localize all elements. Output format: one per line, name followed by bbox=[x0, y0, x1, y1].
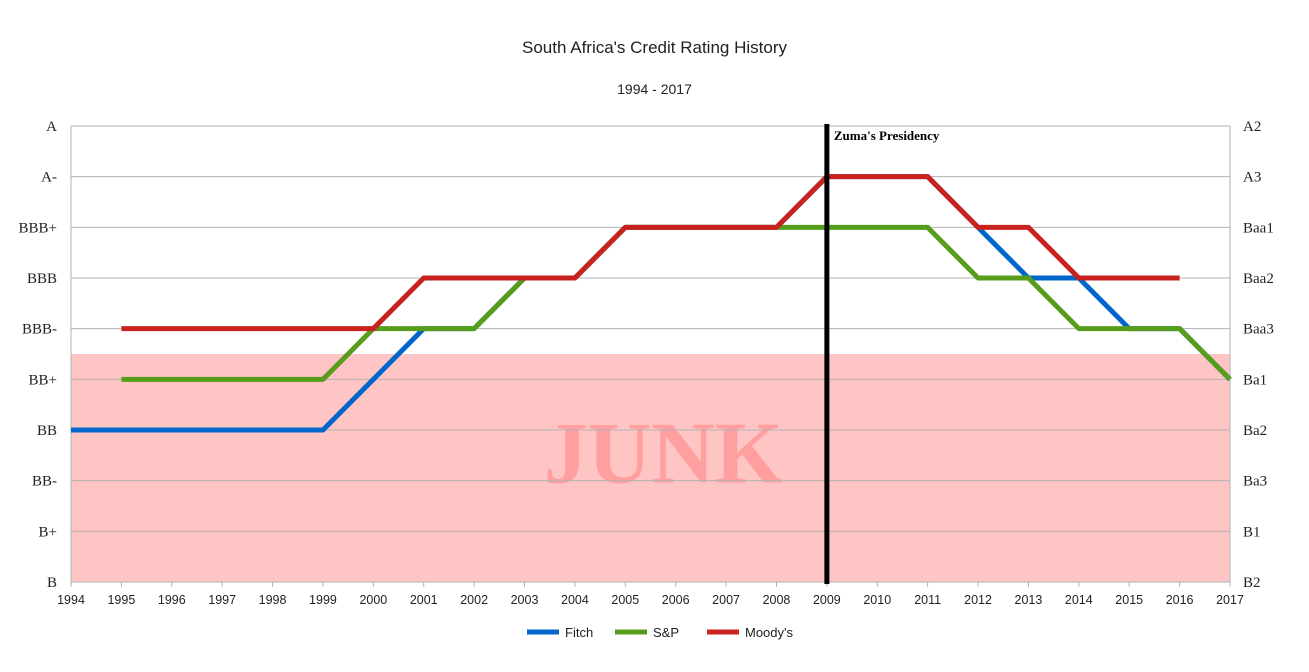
x-tick-label: 2013 bbox=[1015, 593, 1043, 607]
y-right-tick-label: Baa2 bbox=[1243, 271, 1274, 287]
y-right-tick-label: Ba1 bbox=[1243, 372, 1267, 388]
y-right-tick-label: Baa3 bbox=[1243, 322, 1274, 338]
y-right-tick-label: B2 bbox=[1243, 575, 1261, 591]
x-tick-label: 2008 bbox=[763, 593, 791, 607]
y-left-tick-label: A- bbox=[41, 170, 57, 186]
x-tick-label: 2011 bbox=[914, 593, 941, 607]
y-right-tick-label: B1 bbox=[1243, 524, 1261, 540]
x-tick-label: 2000 bbox=[359, 593, 387, 607]
x-tick-label: 2010 bbox=[863, 593, 891, 607]
x-tick-label: 1996 bbox=[158, 593, 186, 607]
annotation-label: Zuma's Presidency bbox=[834, 128, 940, 143]
x-tick-label: 2014 bbox=[1065, 593, 1093, 607]
y-right-tick-label: A2 bbox=[1243, 119, 1261, 135]
x-tick-label: 2016 bbox=[1166, 593, 1194, 607]
y-left-tick-label: B+ bbox=[39, 524, 57, 540]
y-left-tick-label: BBB+ bbox=[19, 220, 57, 236]
y-left-tick-label: BBB- bbox=[22, 322, 57, 338]
y-right-tick-label: Ba3 bbox=[1243, 474, 1267, 490]
junk-label: JUNK bbox=[544, 406, 784, 503]
x-tick-label: 1994 bbox=[57, 593, 85, 607]
x-tick-label: 1999 bbox=[309, 593, 337, 607]
y-left-tick-label: B bbox=[47, 575, 57, 591]
y-left-tick-label: BB- bbox=[32, 474, 57, 490]
x-tick-label: 1997 bbox=[208, 593, 236, 607]
x-tick-label: 2009 bbox=[813, 593, 841, 607]
x-tick-label: 2003 bbox=[511, 593, 539, 607]
x-tick-label: 2001 bbox=[410, 593, 438, 607]
y-left-tick-label: BBB bbox=[27, 271, 57, 287]
x-tick-label: 2005 bbox=[611, 593, 639, 607]
x-tick-label: 2007 bbox=[712, 593, 740, 607]
y-right-tick-label: Ba2 bbox=[1243, 423, 1267, 439]
x-tick-label: 2012 bbox=[964, 593, 992, 607]
legend-label: Moody's bbox=[745, 625, 794, 640]
x-tick-label: 2006 bbox=[662, 593, 690, 607]
series-line-moodys bbox=[121, 177, 1179, 329]
x-tick-label: 2017 bbox=[1216, 593, 1244, 607]
legend-label: Fitch bbox=[565, 625, 593, 640]
x-tick-label: 2004 bbox=[561, 593, 589, 607]
legend-label: S&P bbox=[653, 625, 679, 640]
x-tick-label: 1995 bbox=[107, 593, 135, 607]
x-tick-label: 2002 bbox=[460, 593, 488, 607]
y-left-tick-label: BB+ bbox=[29, 372, 57, 388]
x-tick-label: 1998 bbox=[259, 593, 287, 607]
y-right-tick-label: Baa1 bbox=[1243, 220, 1274, 236]
y-right-tick-label: A3 bbox=[1243, 170, 1261, 186]
x-tick-label: 2015 bbox=[1115, 593, 1143, 607]
y-left-tick-label: BB bbox=[37, 423, 57, 439]
y-left-tick-label: A bbox=[46, 119, 57, 135]
